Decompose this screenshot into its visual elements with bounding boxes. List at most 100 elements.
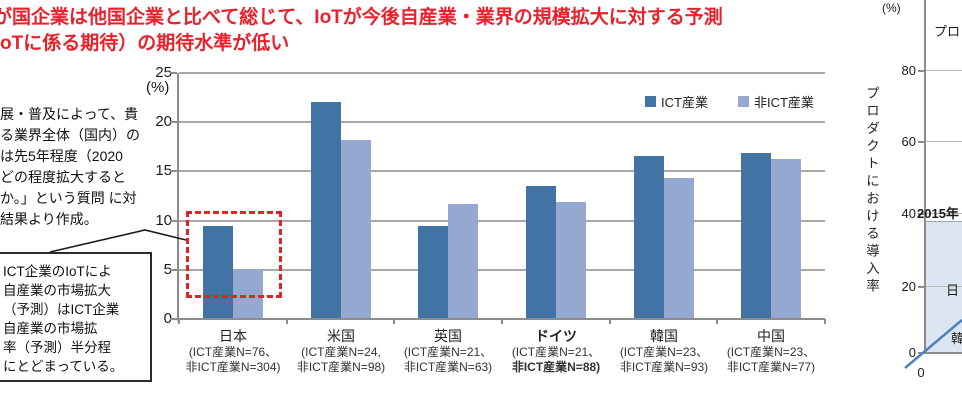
x-category-label-韓国: 韓国 (ICT産業N=23、 非ICT産業N=93) [610,327,718,375]
category-subline-1: (ICT産業N=21、 [403,345,493,359]
slide-title-line2: oTに係る期待）の期待水準が低い [0,33,290,54]
callout-line: ICT企業のIoTによ [3,264,112,279]
x-category-label-中国: 中国 (ICT産業N=23、 非ICT産業N=77) [717,327,825,375]
legend-swatch [645,96,656,107]
bar-ICT産業-中国 [741,153,771,318]
gridline-25 [179,72,825,74]
bar-非ICT産業-中国 [771,159,801,318]
y-tick [170,72,177,74]
category-name: 中国 [757,328,785,344]
y-axis-label-80: 80 [901,63,916,78]
y-tick [170,121,177,123]
source-note-line: る業界全体（国内）の [0,127,140,143]
bar-非ICT産業-ドイツ [556,202,586,318]
callout-line: 率（予測）半分程 [3,340,111,355]
gridline-80 [926,70,962,71]
chart-title-fragment: プロ [934,24,961,39]
legend-label: 非ICT産業 [753,95,814,110]
gridline-20 [179,121,825,123]
y-axis-unit-label: (%) [882,1,901,15]
y-axis-line [177,73,179,321]
chart-legend: ICT産業 非ICT産業 [645,92,814,111]
legend-swatch [737,96,749,107]
point-label-korea: 韓 [951,331,962,346]
bar-ICT産業-日本 [203,226,233,318]
category-subline-1: (ICT産業N=23、 [726,345,816,359]
bar-ICT産業-ドイツ [526,186,556,318]
callout-box: ICT企業のIoTによ 自産業の市場拡大 （予測）はICT企業 自産業の市場拡 … [0,252,152,382]
y-axis-title-vertical: プロダクトにおける導入率 [864,86,879,296]
source-note-line: は先5年程度（2020 [0,148,123,164]
x-tick [178,319,180,324]
legend-label: ICT産業 [661,95,708,110]
x-tick [501,319,503,324]
category-subline-2: 非ICT産業N=304) [185,360,281,374]
source-note-line: か。」という質問 に対 [0,190,137,206]
category-name: 日本 [219,328,247,344]
gridline-20 [926,286,962,287]
y-axis-label-20: 20 [155,113,172,130]
callout-line: （予測）はICT企業 [3,302,120,317]
x-tick [824,319,826,324]
bar-非ICT産業-英国 [448,204,478,318]
bar-非ICT産業-米国 [341,140,371,318]
y-axis-label-20: 20 [901,279,916,294]
region-label-2015: 2015年 [917,206,959,221]
y-axis-line [924,0,926,354]
x-tick [716,319,718,324]
x-category-label-ドイツ: ドイツ (ICT産業N=21、 非ICT産業N=88) [502,327,610,375]
y-tick [918,70,924,72]
category-subline-2: 非ICT産業N=93) [619,360,709,374]
category-subline-1: (ICT産業N=76、 [188,345,278,359]
source-note: 展・普及によって、貴 る業界全体（国内）の は先5年程度（2020 どの程度拡大… [0,104,140,230]
bar-非ICT産業-日本 [233,269,263,318]
callout-line: にとどまっている。 [3,359,124,374]
point-label-japan: 日 [946,283,960,298]
gridline-15 [179,170,825,172]
bar-非ICT産業-韓国 [664,178,694,318]
legend-item-ICT産業: ICT産業 [645,92,708,111]
gridline-60 [926,141,962,142]
category-subline-1: (ICT産業N=23、 [619,345,709,359]
callout-line: 自産業の市場拡大 [3,283,111,298]
y-tick [918,213,924,215]
y-tick [918,286,924,288]
y-tick [170,318,177,320]
bar-ICT産業-韓国 [634,156,664,318]
scatter-chart-fragment: 80 60 40 20 0 (%) プロ 2015年日韓 0 プロダクトにおける導入率 [860,0,962,418]
x-tick [393,319,395,324]
category-name: 韓国 [650,328,678,344]
y-axis-label-5: 5 [163,261,172,278]
category-subline-1: (ICT産業N=21、 [511,345,601,359]
category-name: 英国 [434,328,462,344]
gridline-40 [926,213,962,214]
x-category-label-英国: 英国 (ICT産業N=21、 非ICT産業N=63) [394,327,502,375]
y-axis-label-25: 25 [155,64,172,81]
y-tick [170,220,177,222]
y-axis-unit-label: (%) [146,79,170,96]
gridline-10 [179,220,825,222]
y-axis-label-15: 15 [155,162,172,179]
category-subline-1: (ICT産業N=24, [301,345,381,359]
legend-item-非ICT産業: 非ICT産業 [737,92,814,111]
x-tick [609,319,611,324]
highlight-rect-japan [186,211,282,298]
source-note-line: 展・普及によって、貴 [0,106,139,122]
source-note-line: 結果より作成。 [0,211,98,227]
y-tick [170,170,177,172]
slide-title: が国企業は他国企業と比べて総じて、IoTが今後自産業・業界の規模拡大に対する予測… [0,5,760,57]
category-name: ドイツ [535,328,577,344]
source-note-line: どの程度拡大すると [0,169,126,185]
category-subline-2: 非ICT産業N=98) [296,360,386,374]
gridline-5 [179,269,825,271]
diagonal-reference-line [904,319,962,369]
x-category-label-日本: 日本 (ICT産業N=76、 非ICT産業N=304) [179,327,287,375]
y-axis-label-0: 0 [163,310,172,327]
y-axis-label-10: 10 [155,212,172,229]
x-axis-label-0: 0 [917,365,925,380]
slide-title-line1: が国企業は他国企業と比べて総じて、IoTが今後自産業・業界の規模拡大に対する予測 [0,7,723,28]
category-subline-2: 非ICT産業N=88) [511,360,601,374]
y-tick [170,269,177,271]
